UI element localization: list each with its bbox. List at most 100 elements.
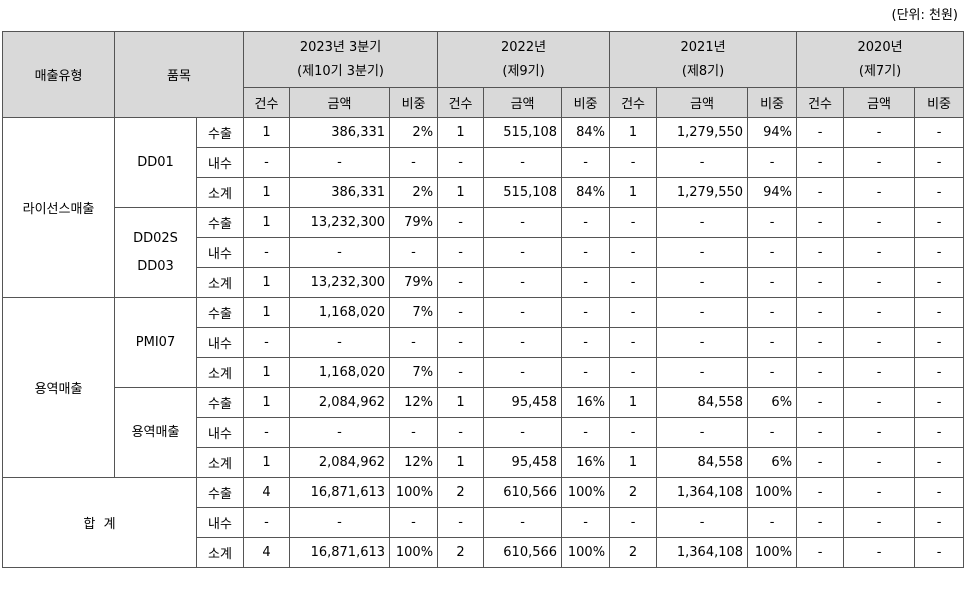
table-cell: - xyxy=(747,147,798,178)
table-header: 매출유형 품목 2023년 3분기 (제10기 3분기) 2022년 (제9기)… xyxy=(2,31,965,118)
table-cell: 6% xyxy=(747,447,798,478)
table-cell: - xyxy=(843,297,916,328)
table-cell: - xyxy=(747,507,798,538)
table-cell: - xyxy=(914,267,965,298)
table-cell: - xyxy=(796,357,845,388)
period-year: 2023년 3분기 xyxy=(299,39,382,55)
table-cell: 1 xyxy=(243,177,291,208)
row-kind: 소계 xyxy=(195,267,245,298)
table-cell: - xyxy=(243,147,291,178)
total-row: 내수 - - - - - - - - - - - - xyxy=(3,507,965,538)
table-cell: 79% xyxy=(389,267,439,298)
table-cell: 515,108 xyxy=(483,177,563,208)
product-name: 용역매출 xyxy=(131,424,180,440)
table-cell: 1,279,550 xyxy=(656,177,749,208)
table-cell: - xyxy=(656,297,749,328)
subheader-count: 건수 xyxy=(243,87,291,118)
table-cell: - xyxy=(389,237,439,268)
row-kind: 수출 xyxy=(195,387,245,418)
table-cell: - xyxy=(561,237,611,268)
table-cell: 94% xyxy=(747,117,798,148)
table-cell: - xyxy=(289,237,391,268)
table-cell: 1,168,020 xyxy=(289,297,391,328)
table-row: DD02S DD03 수출 1 13,232,300 79% - - - - - - - - - xyxy=(3,207,965,298)
table-cell: - xyxy=(914,417,965,448)
table-cell: 1 xyxy=(609,447,658,478)
table-row: 소계 1 13,232,300 79% - - - - - - - - - xyxy=(3,267,965,298)
table-cell: 7% xyxy=(389,297,439,328)
table-cell: - xyxy=(796,237,845,268)
product-name: DD01 xyxy=(137,154,174,170)
table-cell: - xyxy=(914,237,965,268)
table-cell: - xyxy=(561,357,611,388)
table-cell: - xyxy=(914,207,965,238)
table-cell: - xyxy=(243,327,291,358)
table-cell: - xyxy=(243,237,291,268)
table-cell: - xyxy=(843,177,916,208)
table-cell: - xyxy=(914,537,965,568)
table-cell: 1 xyxy=(437,117,485,148)
table-cell: - xyxy=(843,477,916,508)
table-cell: 6% xyxy=(747,387,798,418)
table-cell: - xyxy=(914,177,965,208)
table-cell: - xyxy=(437,147,485,178)
sales-type-cell: 라이선스매출 xyxy=(2,117,115,298)
period-year: 2021년 xyxy=(680,39,726,55)
period-term: (제10기 3분기) xyxy=(297,63,384,79)
table-cell: - xyxy=(656,207,749,238)
table-cell: 84% xyxy=(561,177,611,208)
table-cell: - xyxy=(796,207,845,238)
table-cell: - xyxy=(796,387,845,418)
header-period-2020: 2020년 (제7기) xyxy=(796,31,965,88)
table-cell: 1 xyxy=(437,177,485,208)
table-cell: 1 xyxy=(243,387,291,418)
table-row: 소계 1 1,168,020 7% - - - - - - - - - xyxy=(3,357,965,388)
table-cell: - xyxy=(914,507,965,538)
table-cell: - xyxy=(609,237,658,268)
period-term: (제7기) xyxy=(858,63,902,79)
table-cell: - xyxy=(796,177,845,208)
row-kind: 수출 xyxy=(195,117,245,148)
table-cell: 100% xyxy=(561,477,611,508)
row-kind: 내수 xyxy=(195,507,245,538)
subheader-ratio: 비중 xyxy=(389,87,439,118)
table-cell: - xyxy=(483,327,563,358)
unit-label: (단위: 천원) xyxy=(891,8,959,23)
subheader-count: 건수 xyxy=(796,87,845,118)
table-cell: - xyxy=(914,117,965,148)
table-cell: 2 xyxy=(437,537,485,568)
row-kind: 내수 xyxy=(195,237,245,268)
product-cell: DD01 xyxy=(114,117,197,208)
table-cell: - xyxy=(843,507,916,538)
table-cell: - xyxy=(796,117,845,148)
period-year: 2022년 xyxy=(501,39,547,55)
row-kind: 소계 xyxy=(195,357,245,388)
table-cell: - xyxy=(747,207,798,238)
table-row: 라이선스매출 DD01 수출 1 386,331 2% 1 515,108 84% 1 1,279,… xyxy=(2,117,965,298)
table-cell: - xyxy=(843,387,916,418)
table-cell: 515,108 xyxy=(483,117,563,148)
table-cell: 16,871,613 xyxy=(289,477,391,508)
table-cell: - xyxy=(843,327,916,358)
table-cell: 2,084,962 xyxy=(289,387,391,418)
subheader-amount: 금액 xyxy=(483,87,563,118)
table-cell: 2 xyxy=(437,477,485,508)
table-cell: 1 xyxy=(437,387,485,418)
table-cell: - xyxy=(914,327,965,358)
table-cell: - xyxy=(483,237,563,268)
table-cell: - xyxy=(389,147,439,178)
table-cell: - xyxy=(656,237,749,268)
table-cell: - xyxy=(483,207,563,238)
table-cell: - xyxy=(843,207,916,238)
table-cell: - xyxy=(483,357,563,388)
table-cell: 4 xyxy=(243,537,291,568)
table-cell: 1 xyxy=(609,177,658,208)
table-cell: 2% xyxy=(389,177,439,208)
table-cell: - xyxy=(914,387,965,418)
table-cell: - xyxy=(561,327,611,358)
table-cell: - xyxy=(747,267,798,298)
header-period-2022: 2022년 (제9기) xyxy=(437,31,611,88)
table-row: 소계 1 386,331 2% 1 515,108 84% 1 1,279,550 94% - - - xyxy=(3,177,965,208)
header-period-2023q3: 2023년 3분기 (제10기 3분기) xyxy=(243,31,439,88)
table-cell: - xyxy=(656,267,749,298)
